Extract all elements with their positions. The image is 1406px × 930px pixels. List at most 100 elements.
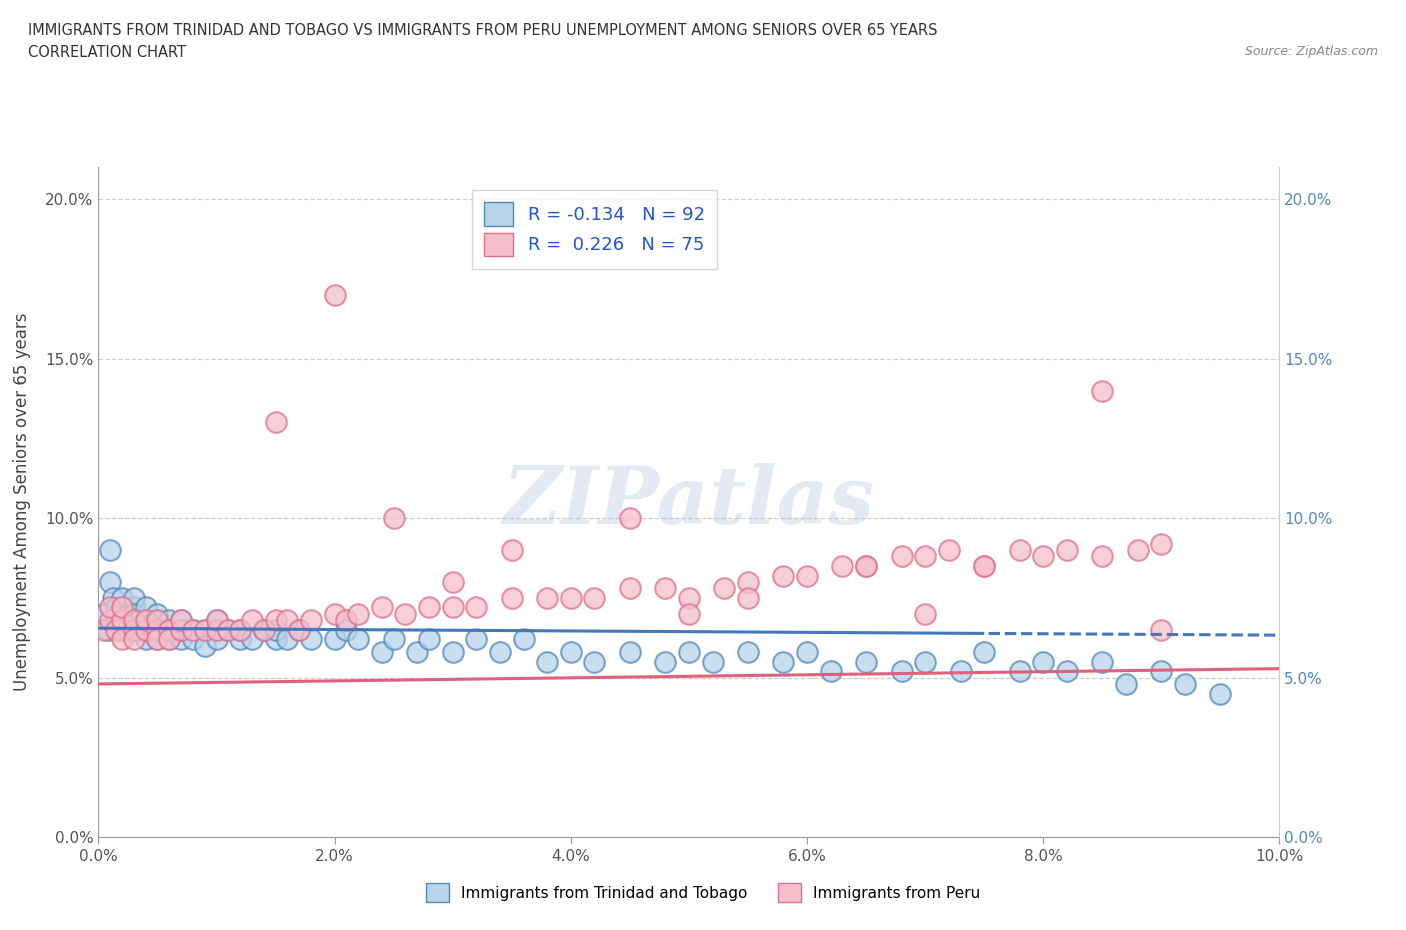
Point [229,631,252,646]
Point [737,644,759,659]
Point [619,511,641,525]
Point [98,600,121,615]
Point [1150,664,1173,679]
Point [93,606,115,621]
Point [914,549,936,564]
Point [441,575,464,590]
Point [194,622,217,637]
Point [820,664,842,679]
Point [583,591,606,605]
Point [229,622,252,637]
Point [678,606,700,621]
Point [890,664,912,679]
Point [170,613,193,628]
Point [135,600,157,615]
Point [1091,654,1114,669]
Point [1174,676,1197,691]
Point [323,287,346,302]
Point [264,622,287,637]
Point [619,644,641,659]
Point [194,622,217,637]
Point [111,591,134,605]
Point [97,622,120,637]
Point [157,613,180,628]
Point [796,568,818,583]
Point [489,644,512,659]
Point [371,600,394,615]
Point [973,644,995,659]
Legend: R = -0.134   N = 92, R =  0.226   N = 75: R = -0.134 N = 92, R = 0.226 N = 75 [471,190,717,269]
Point [122,600,145,615]
Point [949,664,972,679]
Point [772,568,794,583]
Point [157,631,180,646]
Point [855,559,877,574]
Point [418,600,440,615]
Point [170,622,193,637]
Text: ZIPatlas: ZIPatlas [503,463,875,541]
Point [678,644,700,659]
Point [831,559,853,574]
Point [146,631,169,646]
Point [122,622,145,637]
Point [135,613,157,628]
Point [105,622,128,637]
Point [128,622,150,637]
Point [146,631,169,646]
Point [737,591,759,605]
Point [170,613,193,628]
Point [105,613,128,628]
Point [122,631,145,646]
Point [288,622,311,637]
Point [772,654,794,669]
Point [855,559,877,574]
Point [1091,549,1114,564]
Point [1150,537,1173,551]
Point [560,644,582,659]
Point [583,654,606,669]
Point [122,613,145,628]
Point [855,654,877,669]
Point [146,613,169,628]
Point [146,606,169,621]
Point [347,606,370,621]
Point [796,644,818,659]
Point [122,622,145,637]
Point [1056,664,1078,679]
Point [1115,676,1137,691]
Point [240,613,263,628]
Point [181,622,204,637]
Point [536,654,558,669]
Point [335,613,357,628]
Text: IMMIGRANTS FROM TRINIDAD AND TOBAGO VS IMMIGRANTS FROM PERU UNEMPLOYMENT AMONG S: IMMIGRANTS FROM TRINIDAD AND TOBAGO VS I… [28,23,938,38]
Point [276,631,298,646]
Point [323,606,346,621]
Point [170,622,193,637]
Point [501,591,523,605]
Point [973,559,995,574]
Point [111,613,134,628]
Point [1126,542,1149,557]
Text: Source: ZipAtlas.com: Source: ZipAtlas.com [1244,45,1378,58]
Point [1032,549,1054,564]
Point [135,622,157,637]
Point [135,631,157,646]
Point [181,622,204,637]
Point [264,631,287,646]
Point [678,591,700,605]
Point [702,654,724,669]
Point [914,654,936,669]
Point [111,600,134,615]
Point [240,631,263,646]
Point [253,622,276,637]
Point [111,622,134,637]
Point [973,559,995,574]
Point [1209,686,1232,701]
Point [181,631,204,646]
Point [217,622,239,637]
Point [117,606,139,621]
Point [1091,383,1114,398]
Point [276,613,298,628]
Legend: Immigrants from Trinidad and Tobago, Immigrants from Peru: Immigrants from Trinidad and Tobago, Imm… [426,884,980,902]
Point [146,622,169,637]
